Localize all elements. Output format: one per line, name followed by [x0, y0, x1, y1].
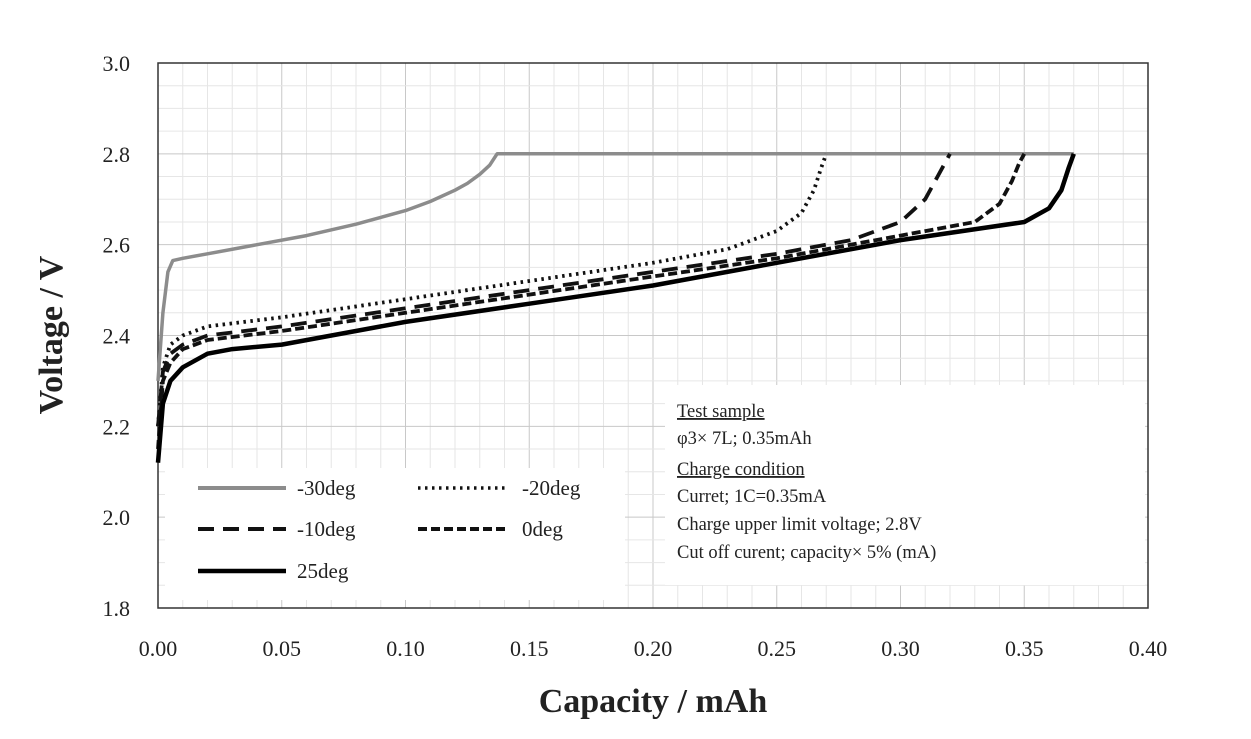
legend-label-minus20: -20deg: [522, 476, 581, 500]
test-conditions-box: Test sample φ3× 7L; 0.35mAh Charge condi…: [665, 385, 1145, 585]
series-layer: [155, 152, 1076, 463]
info-cutoff: Cut off curent; capacity× 5% (mA): [677, 543, 936, 563]
series-line-30deg: [156, 152, 1074, 382]
x-tick-labels: 0.00 0.05 0.10 0.15 0.20 0.25 0.30 0.35 0.40: [139, 636, 1168, 661]
legend-label-minus10: -10deg: [297, 517, 356, 541]
series-line-20deg: [156, 153, 829, 427]
legend-label-25: 25deg: [297, 559, 349, 583]
series-line-0deg: [156, 152, 1026, 450]
info-sample-spec: φ3× 7L; 0.35mAh: [677, 429, 812, 449]
y-tick-label: 2.8: [103, 142, 131, 167]
info-upper-voltage: Charge upper limit voltage; 2.8V: [677, 515, 922, 535]
y-tick-label: 2.2: [103, 414, 131, 439]
x-tick-label: 0.05: [263, 636, 302, 661]
y-tick-label: 3.0: [103, 51, 131, 76]
y-tick-label: 2.4: [103, 324, 131, 349]
x-tick-label: 0.15: [510, 636, 549, 661]
info-heading-test-sample: Test sample: [677, 402, 765, 422]
legend-label-0: 0deg: [522, 517, 563, 541]
plot-frame: [157, 62, 1149, 609]
info-box-background: [665, 385, 1145, 585]
y-axis-title: Voltage / V: [33, 255, 70, 414]
legend: -30deg -20deg -10deg 0deg 25deg: [165, 468, 625, 600]
x-tick-label: 0.40: [1129, 636, 1168, 661]
x-tick-label: 0.00: [139, 636, 178, 661]
x-tick-label: 0.20: [634, 636, 673, 661]
legend-label-minus30: -30deg: [297, 476, 356, 500]
info-current: Curret; 1C=0.35mA: [677, 487, 827, 507]
y-tick-labels: 1.8 2.0 2.2 2.4 2.6 2.8 3.0: [103, 51, 131, 621]
series-line-10deg: [156, 152, 952, 427]
x-tick-label: 0.30: [881, 636, 920, 661]
x-axis-title: Capacity / mAh: [539, 683, 768, 720]
y-tick-label: 2.0: [103, 505, 131, 530]
x-tick-label: 0.10: [386, 636, 425, 661]
x-tick-label: 0.25: [758, 636, 797, 661]
y-tick-label: 1.8: [103, 596, 131, 621]
x-tick-label: 0.35: [1005, 636, 1044, 661]
series-line-25deg: [155, 153, 1076, 463]
info-heading-charge-condition: Charge condition: [677, 460, 805, 480]
y-tick-label: 2.6: [103, 233, 131, 258]
